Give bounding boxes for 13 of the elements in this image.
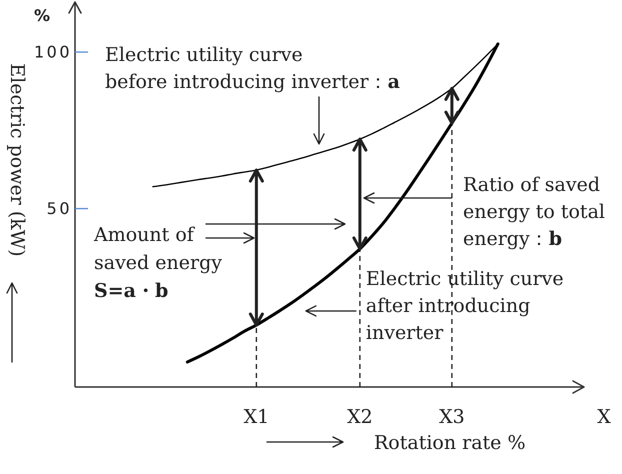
x-tick-label: X2 [347,406,373,428]
text: X [597,406,612,428]
annotation: Ratio of saved energy to total energy：b [463,174,605,250]
y-tick-label: 50 [46,199,72,218]
annotation: Amount of saved energy S=a・b [93,224,222,302]
y-tick-label: 100 [34,42,72,62]
annotation: Electric utility curve before introducing inverter：a [105,44,400,93]
x-tick-label: X3 [439,406,465,428]
text: % [34,6,50,25]
x-tick-label: X1 [244,406,270,428]
y-axis-title: Electric power (kW) [6,63,28,257]
x-axis-title: Rotation rate % [374,432,526,454]
annotation: Electric utility curve after introducing inverter [366,268,564,344]
